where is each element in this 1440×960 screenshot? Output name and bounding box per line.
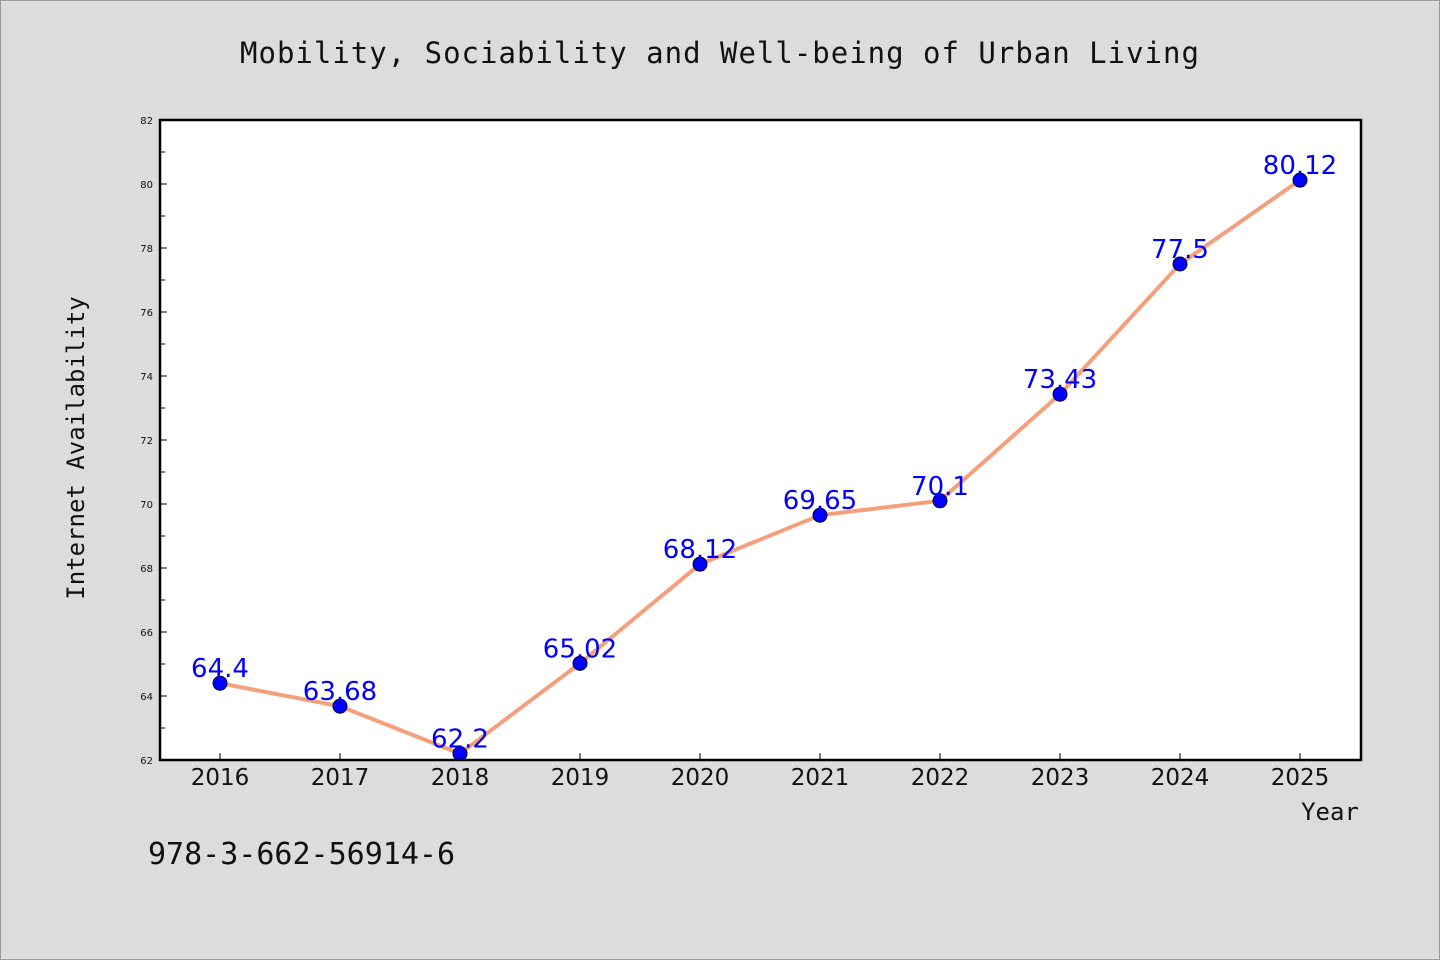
x-tick-label: 2017 <box>311 765 370 791</box>
data-label: 77.5 <box>1151 235 1209 265</box>
data-label: 73.43 <box>1023 365 1097 395</box>
data-label: 63.68 <box>303 677 377 707</box>
x-tick-label: 2022 <box>911 765 970 791</box>
data-point <box>1292 172 1308 188</box>
data-point <box>1052 386 1068 402</box>
data-point <box>332 698 348 714</box>
x-tick-label: 2023 <box>1031 765 1090 791</box>
y-tick-label: 82 <box>140 116 153 127</box>
data-point <box>1172 256 1188 272</box>
data-label: 80.12 <box>1263 151 1337 181</box>
data-point <box>692 556 708 572</box>
x-tick-label: 2024 <box>1151 765 1210 791</box>
isbn-text: 978-3-662-56914-6 <box>148 837 455 872</box>
data-label: 65.02 <box>543 634 617 664</box>
data-point <box>212 675 228 691</box>
y-tick-label: 66 <box>140 628 153 639</box>
data-label: 70.1 <box>911 472 969 502</box>
y-tick-label: 64 <box>140 692 153 703</box>
x-axis-label: Year <box>1301 798 1359 826</box>
plot-frame <box>158 118 1363 762</box>
data-label: 68.12 <box>663 535 737 565</box>
data-labels: 64.4 63.68 62.2 65.02 68.12 69.65 70.1 73.43 77.… <box>191 151 1337 754</box>
y-tick-label: 70 <box>140 500 153 511</box>
data-label: 62.2 <box>431 725 489 755</box>
data-point <box>812 507 828 523</box>
plot-area <box>160 120 1361 760</box>
y-tick-label: 62 <box>140 756 153 767</box>
series-line <box>219 178 1302 756</box>
x-tick-label: 2016 <box>191 765 250 791</box>
y-tick-label: 74 <box>140 372 153 383</box>
x-axis: 2016 2017 2018 2019 2020 2021 2022 2023 2024 2025 <box>191 753 1330 791</box>
y-axis: 62 64 66 68 70 72 74 76 78 80 82 <box>140 116 167 767</box>
x-tick-label: 2021 <box>791 765 850 791</box>
x-tick-label: 2020 <box>671 765 730 791</box>
x-tick-label: 2019 <box>551 765 610 791</box>
y-tick-label: 80 <box>140 180 153 191</box>
y-tick-label: 68 <box>140 564 153 575</box>
x-tick-label: 2018 <box>431 765 490 791</box>
y-axis-label: Internet Availability <box>62 296 90 599</box>
y-tick-label: 76 <box>140 308 153 319</box>
data-markers <box>212 172 1308 762</box>
data-point <box>572 655 588 671</box>
y-tick-label: 72 <box>140 436 153 447</box>
data-label: 64.4 <box>191 654 249 684</box>
data-label: 69.65 <box>783 486 857 516</box>
x-tick-label: 2025 <box>1271 765 1330 791</box>
data-point <box>932 493 948 509</box>
chart-title: Mobility, Sociability and Well-being of … <box>240 36 1200 70</box>
y-tick-label: 78 <box>140 244 153 255</box>
